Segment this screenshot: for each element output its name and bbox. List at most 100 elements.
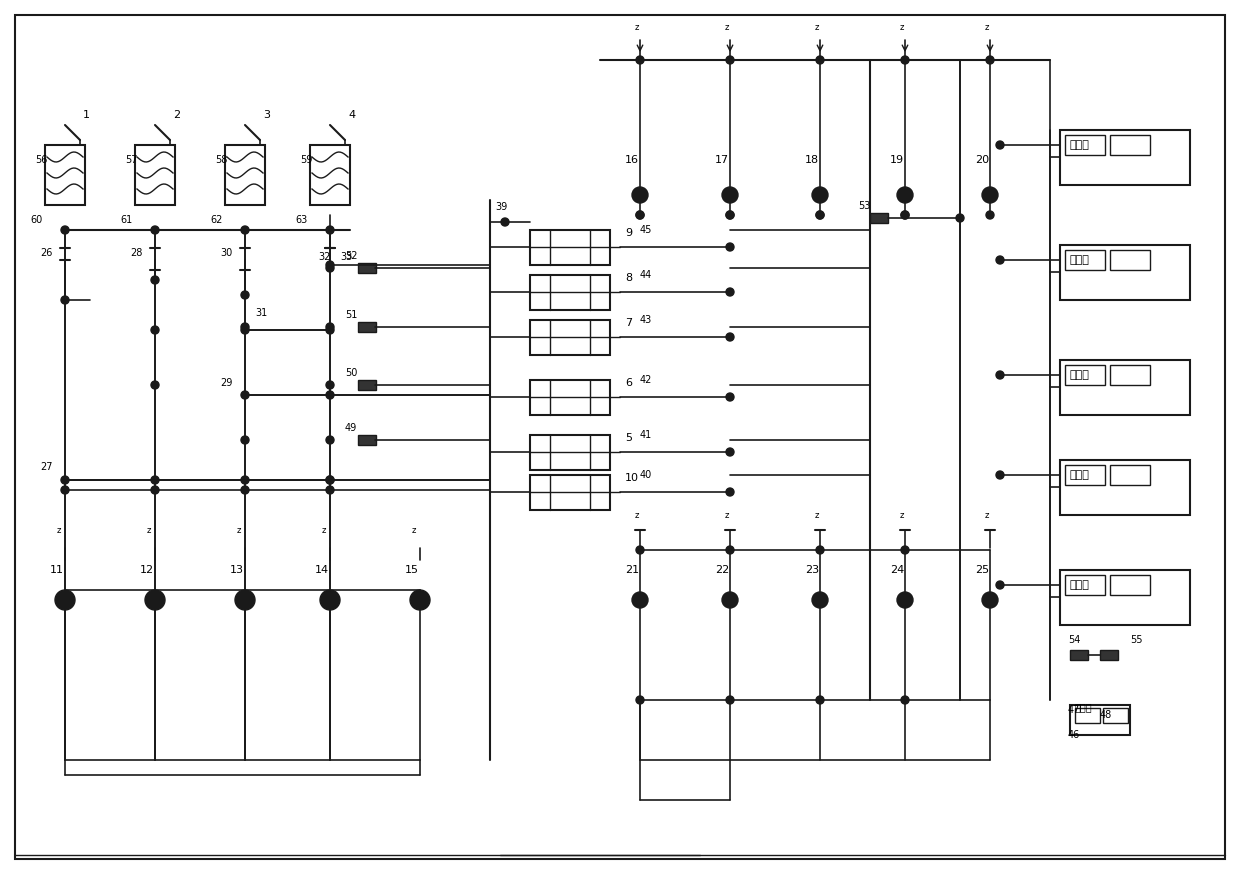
Text: 62: 62 (210, 215, 222, 225)
Circle shape (236, 590, 255, 610)
Circle shape (725, 211, 734, 219)
Text: 58: 58 (215, 155, 227, 165)
Bar (529, 475, 610, 510)
Circle shape (241, 226, 249, 234)
Text: 39: 39 (495, 202, 507, 212)
Bar (1110, 135, 1149, 155)
Bar (1075, 708, 1100, 723)
Text: z: z (985, 23, 990, 32)
Text: z: z (985, 511, 990, 520)
Text: 8: 8 (625, 273, 632, 283)
Circle shape (326, 326, 334, 334)
Circle shape (816, 546, 825, 554)
Bar (1065, 465, 1105, 485)
Text: z: z (148, 526, 151, 535)
Text: 45: 45 (640, 225, 652, 235)
Circle shape (61, 296, 69, 304)
Text: 33: 33 (340, 252, 352, 262)
Circle shape (632, 187, 649, 203)
Circle shape (901, 211, 909, 219)
Text: 25: 25 (975, 565, 990, 575)
Circle shape (326, 476, 334, 484)
Bar (310, 145, 350, 205)
Bar (358, 380, 376, 390)
Circle shape (901, 56, 909, 64)
Circle shape (636, 211, 644, 219)
Text: 31: 31 (255, 308, 268, 318)
Text: z: z (900, 511, 904, 520)
Bar (1060, 245, 1190, 300)
Text: 试验室: 试验室 (1070, 580, 1090, 590)
Text: 5: 5 (625, 433, 632, 443)
Bar (1104, 708, 1128, 723)
Bar (1070, 650, 1087, 660)
Circle shape (816, 211, 825, 219)
Text: 1: 1 (83, 110, 91, 120)
Text: 15: 15 (405, 565, 419, 575)
Circle shape (725, 56, 734, 64)
Text: 4: 4 (348, 110, 355, 120)
Circle shape (725, 488, 734, 496)
Circle shape (901, 696, 909, 704)
Text: z: z (57, 526, 61, 535)
Circle shape (151, 486, 159, 494)
Circle shape (996, 141, 1004, 149)
Circle shape (151, 276, 159, 284)
Text: 55: 55 (1130, 635, 1142, 645)
Text: 试验室: 试验室 (1070, 370, 1090, 380)
Text: 47: 47 (1068, 705, 1080, 715)
Circle shape (151, 326, 159, 334)
Circle shape (636, 546, 644, 554)
Circle shape (816, 211, 825, 219)
Circle shape (901, 546, 909, 554)
Circle shape (986, 56, 994, 64)
Circle shape (326, 323, 334, 331)
Circle shape (55, 590, 74, 610)
Bar (224, 145, 265, 205)
Text: z: z (322, 526, 326, 535)
Text: 44: 44 (640, 270, 652, 280)
Text: 22: 22 (715, 565, 729, 575)
Circle shape (501, 218, 508, 226)
Bar (1110, 575, 1149, 595)
Bar (529, 435, 610, 470)
Circle shape (241, 323, 249, 331)
Text: 16: 16 (625, 155, 639, 165)
Circle shape (326, 391, 334, 399)
Text: 3: 3 (263, 110, 270, 120)
Bar (1060, 570, 1190, 625)
Text: 28: 28 (130, 248, 143, 258)
Circle shape (326, 264, 334, 272)
Text: 54: 54 (1068, 635, 1080, 645)
Circle shape (725, 333, 734, 341)
Circle shape (996, 471, 1004, 479)
Circle shape (982, 187, 998, 203)
Circle shape (326, 476, 334, 484)
Bar (358, 263, 376, 273)
Circle shape (725, 393, 734, 401)
Circle shape (326, 226, 334, 234)
Text: 41: 41 (640, 430, 652, 440)
Text: 19: 19 (890, 155, 904, 165)
Bar (1110, 250, 1149, 270)
Circle shape (151, 226, 159, 234)
Text: z: z (900, 23, 904, 32)
Circle shape (241, 391, 249, 399)
Text: 43: 43 (640, 315, 652, 325)
Bar (1110, 465, 1149, 485)
Text: 57: 57 (125, 155, 138, 165)
Bar (1100, 650, 1118, 660)
Text: 26: 26 (40, 248, 52, 258)
Text: 50: 50 (345, 368, 357, 378)
Circle shape (61, 226, 69, 234)
Text: 53: 53 (858, 201, 870, 211)
Circle shape (241, 326, 249, 334)
Bar (358, 322, 376, 332)
Bar (529, 380, 610, 415)
Text: 32: 32 (317, 252, 330, 262)
Bar (529, 275, 610, 310)
Bar (45, 145, 86, 205)
Circle shape (812, 592, 828, 608)
Text: 23: 23 (805, 565, 820, 575)
Circle shape (897, 592, 913, 608)
